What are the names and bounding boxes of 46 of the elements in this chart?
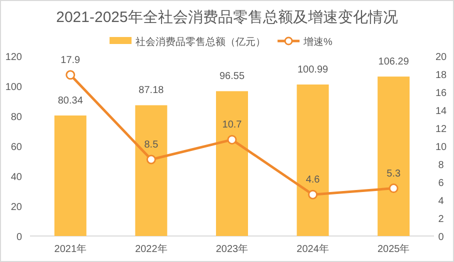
chart-title: 2021-2025年全社会消费品零售总额及增速变化情况	[56, 9, 398, 26]
y2-tick-label: 2	[438, 214, 444, 225]
y2-tick-label: 8	[438, 160, 444, 171]
x-tick-label: 2024年	[296, 243, 329, 255]
y2-tick-label: 10	[435, 142, 447, 153]
bar	[216, 91, 248, 236]
data-label: 10.7	[222, 120, 242, 131]
y2-tick-label: 6	[438, 178, 444, 189]
bar	[296, 84, 329, 236]
y-tick-label: 40	[10, 172, 22, 183]
data-label: 106.29	[378, 56, 410, 68]
data-label: 5.3	[386, 168, 401, 180]
point	[66, 70, 76, 80]
x-tick-label: 2021年	[54, 243, 87, 255]
data-label: 100.99	[298, 64, 329, 76]
data-label: 8.5	[144, 140, 159, 150]
y-tick-label: 120	[5, 52, 22, 63]
y2-tick-label: 16	[435, 88, 447, 99]
point	[146, 154, 156, 164]
point	[308, 190, 318, 200]
y-tick-label: 80	[10, 112, 22, 123]
y2-tick-label: 18	[435, 70, 447, 81]
y-tick-label: 60	[10, 142, 22, 153]
data-label: 17.9	[60, 54, 81, 66]
bar	[135, 105, 168, 236]
x-tick-label: 2023年	[216, 243, 248, 255]
legend-label: 增速%	[302, 36, 333, 48]
y2-tick-label: 20	[435, 52, 447, 63]
y2-tick-label: 14	[435, 106, 447, 117]
bar	[378, 76, 410, 236]
point	[388, 184, 398, 194]
data-label: 80.34	[58, 95, 84, 106]
y2-tick-label: 12	[435, 124, 447, 135]
y-tick-label: 20	[10, 202, 22, 213]
y-tick-label: 100	[5, 82, 22, 93]
data-label: 87.18	[138, 85, 164, 96]
x-tick-label: 2025年	[377, 243, 410, 255]
y-tick-label: 0	[16, 232, 22, 243]
point	[227, 134, 237, 144]
x-tick-label: 2022年	[135, 243, 168, 255]
data-label: 4.6	[306, 174, 320, 186]
y2-tick-label: 0	[438, 232, 444, 243]
y2-tick-label: 4	[438, 196, 444, 207]
data-label: 96.55	[219, 71, 245, 82]
bar	[54, 115, 86, 236]
legend-label: 社会消费品零售总额（亿元）	[136, 36, 266, 48]
